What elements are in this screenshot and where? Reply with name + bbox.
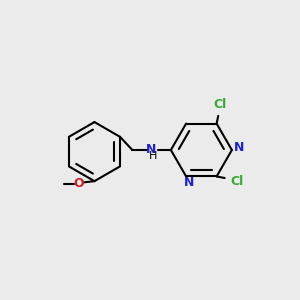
Text: N: N [146,142,156,155]
Text: N: N [184,176,194,189]
Text: N: N [234,141,244,154]
Text: Cl: Cl [230,175,244,188]
Text: O: O [73,177,84,190]
Text: H: H [148,152,157,161]
Text: Cl: Cl [213,98,226,112]
